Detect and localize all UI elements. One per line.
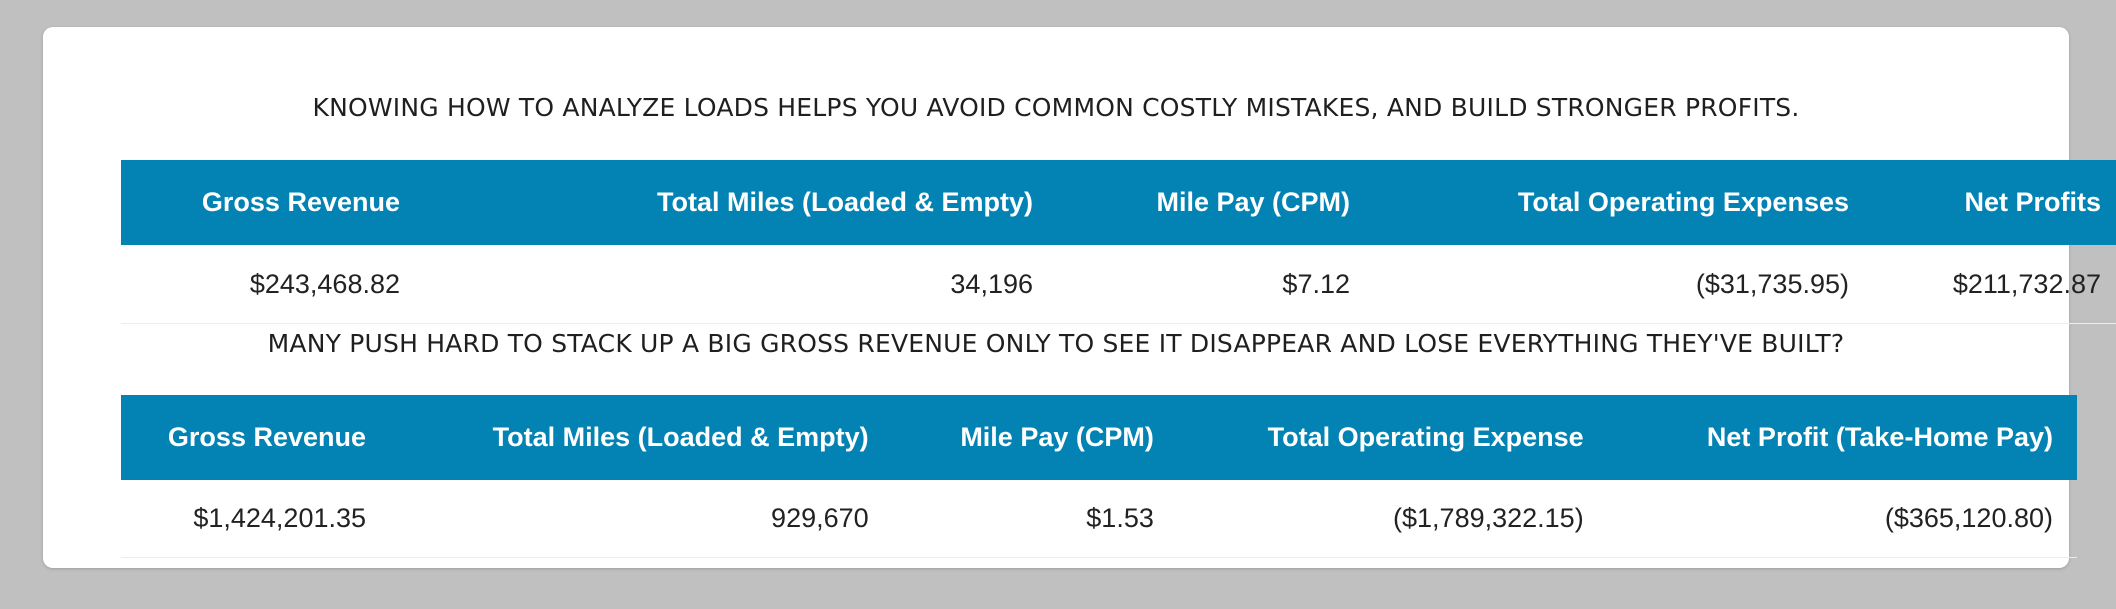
table-row: $1,424,201.35 929,670 $1.53 ($1,789,322.… [121, 480, 2077, 558]
cell-gross-revenue: $1,424,201.35 [121, 480, 391, 558]
column-header-net-profits: Net Profits [1964, 187, 2101, 217]
loss-analysis-table: Gross Revenue Total Miles (Loaded & Empt… [121, 395, 2077, 558]
column-header-operating-expense: Total Operating Expense [1267, 422, 1584, 452]
cell-gross-revenue: $243,468.82 [121, 245, 424, 324]
column-header-gross-revenue: Gross Revenue [167, 422, 367, 452]
cell-net-profits: $211,732.87 [1873, 245, 2116, 324]
table-row: $243,468.82 34,196 $7.12 ($31,735.95) $2… [121, 245, 2116, 324]
table-header-row: Gross Revenue Total Miles (Loaded & Empt… [121, 160, 2116, 245]
profit-analysis-table: Gross Revenue Total Miles (Loaded & Empt… [121, 160, 2116, 324]
section-heading-profits: KNOWING HOW TO ANALYZE LOADS HELPS YOU A… [312, 93, 1800, 122]
cell-operating-expenses: ($31,735.95) [1374, 245, 1873, 324]
cell-mile-pay: $7.12 [1057, 245, 1374, 324]
cell-total-miles: 929,670 [390, 480, 893, 558]
column-header-gross-revenue: Gross Revenue [201, 187, 400, 217]
table-header-row: Gross Revenue Total Miles (Loaded & Empt… [121, 395, 2077, 480]
cell-mile-pay: $1.53 [892, 480, 1178, 558]
cell-operating-expense: ($1,789,322.15) [1177, 480, 1608, 558]
column-header-net-profit: Net Profit (Take-Home Pay) [1706, 422, 2053, 452]
content-card: KNOWING HOW TO ANALYZE LOADS HELPS YOU A… [43, 27, 2116, 568]
cell-net-profit: ($365,120.80) [1607, 480, 2077, 558]
section-heading-losses: MANY PUSH HARD TO STACK UP A BIG GROSS R… [267, 329, 1845, 358]
cell-total-miles: 34,196 [424, 245, 1057, 324]
column-header-mile-pay: Mile Pay (CPM) [960, 422, 1154, 452]
column-header-mile-pay: Mile Pay (CPM) [1156, 187, 1350, 217]
column-header-total-miles: Total Miles (Loaded & Empty) [492, 422, 869, 452]
column-header-total-miles: Total Miles (Loaded & Empty) [656, 187, 1033, 217]
column-header-operating-expenses: Total Operating Expenses [1517, 187, 1849, 217]
